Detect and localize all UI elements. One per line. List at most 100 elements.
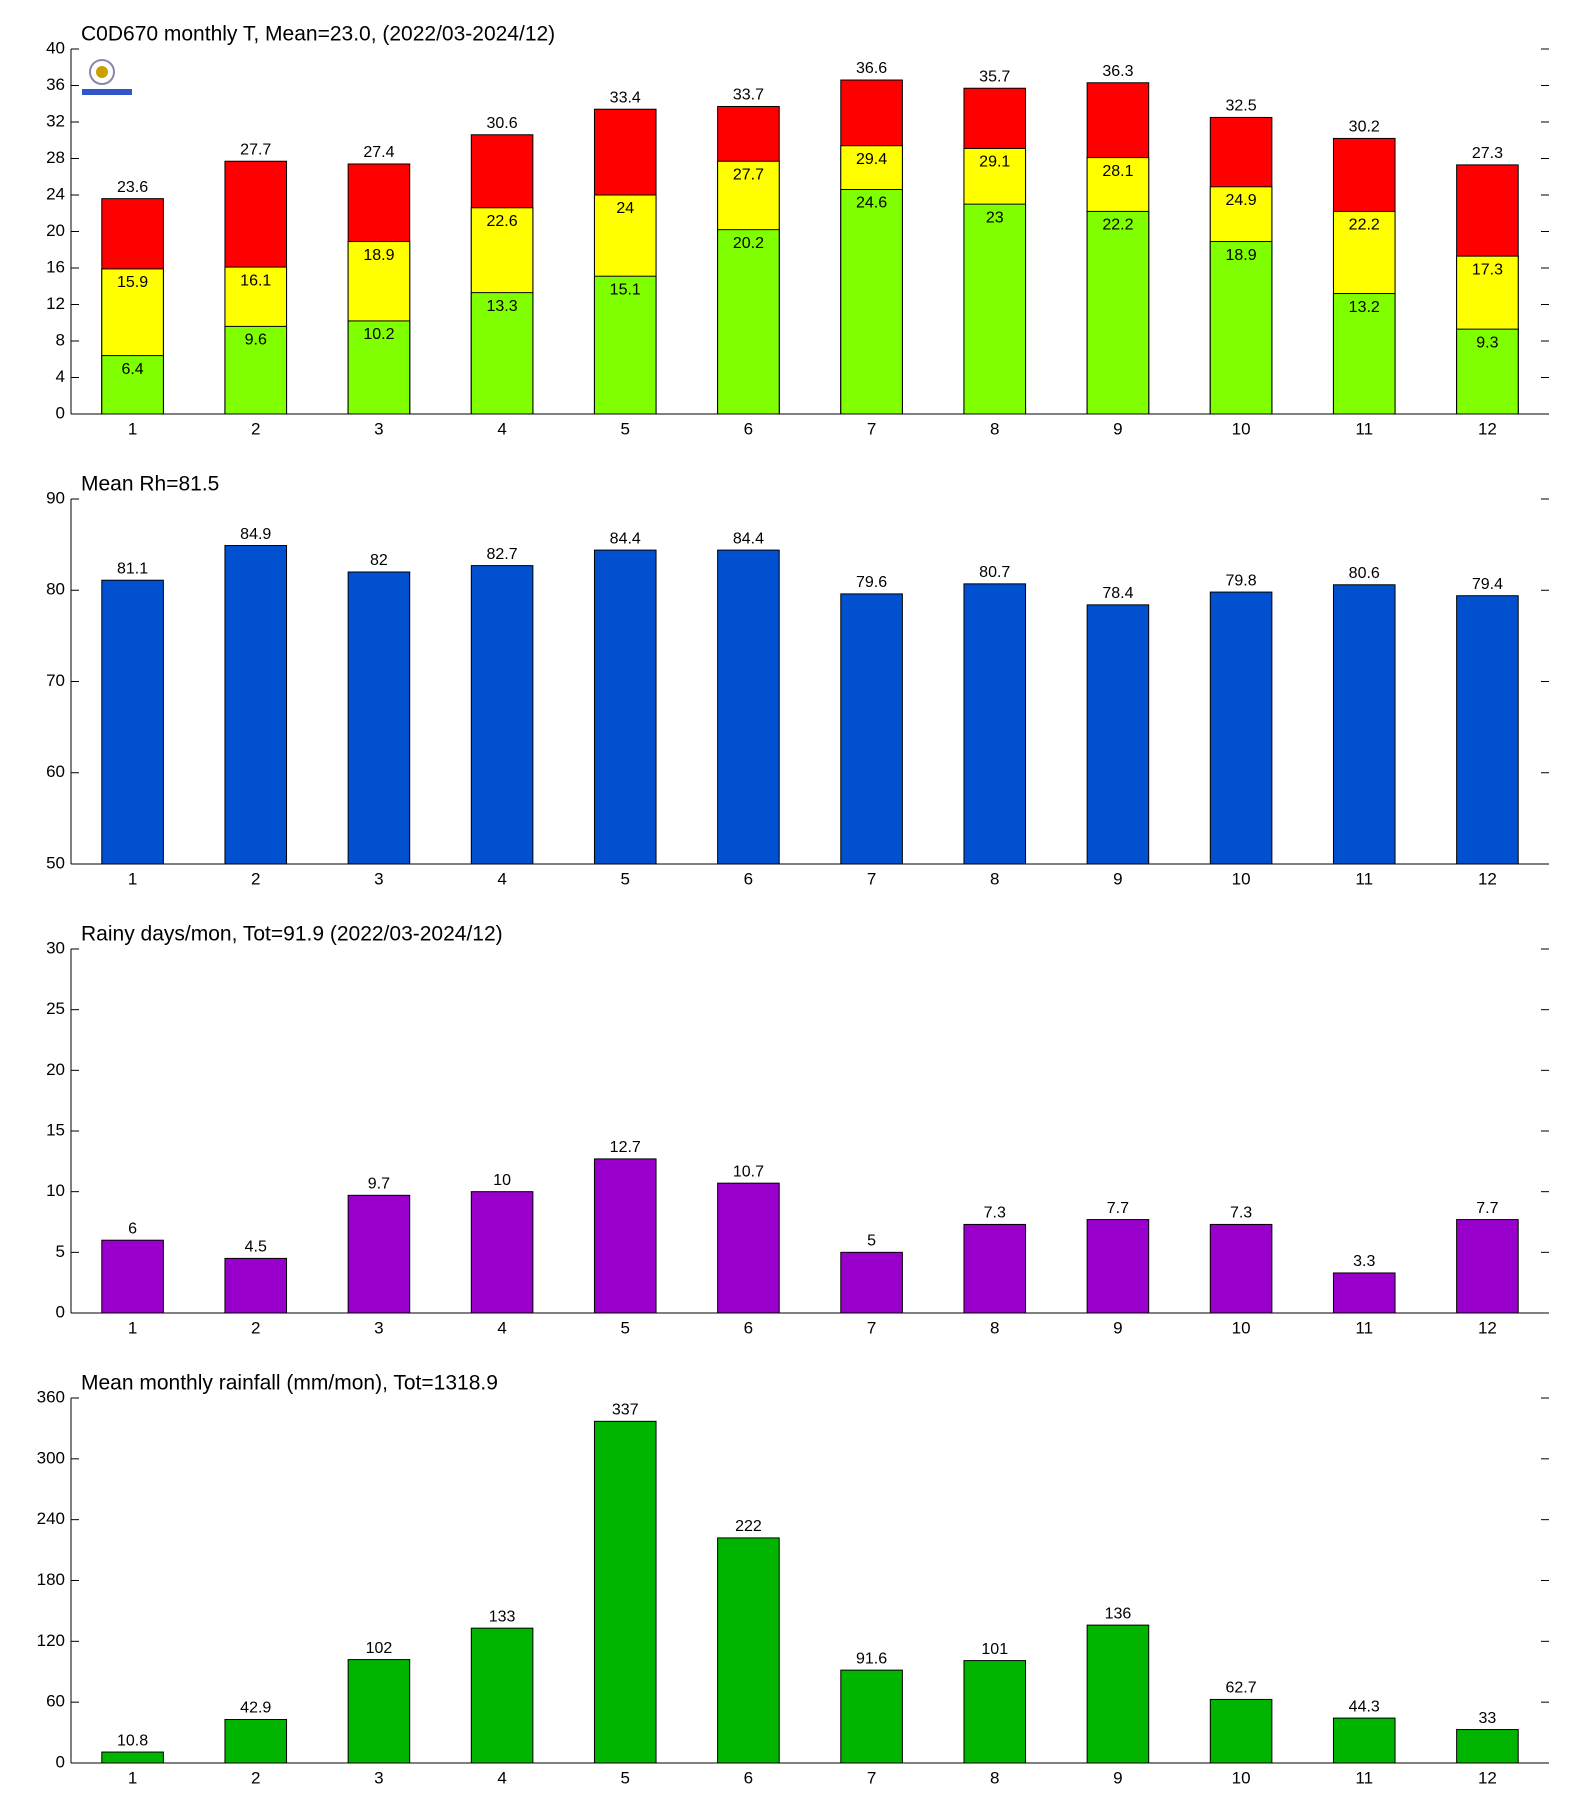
y-tick-label: 4 <box>56 367 65 386</box>
bar <box>224 545 288 865</box>
value-label: 79.6 <box>856 574 887 591</box>
value-label: 12.7 <box>610 1139 641 1156</box>
x-tick-label: 6 <box>744 1768 753 1787</box>
value-label: 22.2 <box>1102 217 1133 234</box>
chart-title: Mean monthly rainfall (mm/mon), Tot=1318… <box>81 1372 498 1395</box>
bar <box>1332 1717 1396 1764</box>
bar <box>470 565 534 865</box>
x-tick-label: 12 <box>1478 869 1497 888</box>
x-tick-label: 1 <box>128 869 137 888</box>
value-label: 17.3 <box>1472 261 1503 278</box>
bar <box>963 1660 1027 1764</box>
x-tick-label: 8 <box>990 419 999 438</box>
value-label: 222 <box>735 1518 762 1535</box>
bar <box>1209 241 1273 415</box>
value-label: 28.1 <box>1102 163 1133 180</box>
value-label: 80.6 <box>1349 565 1380 582</box>
value-label: 102 <box>366 1640 393 1657</box>
x-tick-label: 4 <box>497 1318 506 1337</box>
x-tick-label: 1 <box>128 1768 137 1787</box>
value-label: 29.1 <box>979 154 1010 171</box>
bar <box>1086 1624 1150 1764</box>
x-tick-label: 10 <box>1232 869 1251 888</box>
bar <box>1209 1698 1273 1764</box>
bar <box>1456 328 1519 415</box>
value-label: 24.9 <box>1226 192 1257 209</box>
value-label: 3.3 <box>1353 1253 1375 1270</box>
y-tick-label: 25 <box>46 999 65 1018</box>
value-label: 133 <box>489 1608 516 1625</box>
x-tick-label: 4 <box>497 1768 506 1787</box>
y-tick-label: 0 <box>56 1752 65 1771</box>
chart-title: Mean Rh=81.5 <box>81 473 219 496</box>
bar <box>101 579 164 865</box>
x-tick-label: 4 <box>497 869 506 888</box>
y-tick-label: 0 <box>56 403 65 422</box>
x-tick-label: 2 <box>251 869 260 888</box>
y-tick-label: 36 <box>46 75 65 94</box>
value-label: 84.4 <box>733 530 764 547</box>
y-tick-label: 40 <box>46 38 65 57</box>
value-label: 36.6 <box>856 60 887 77</box>
value-label: 32.5 <box>1226 98 1257 115</box>
value-label: 15.1 <box>610 281 641 298</box>
value-label: 13.3 <box>487 298 518 315</box>
value-label: 6.4 <box>121 361 143 378</box>
x-tick-label: 3 <box>374 869 383 888</box>
x-tick-label: 5 <box>621 1318 630 1337</box>
bar <box>347 1194 411 1314</box>
x-tick-label: 10 <box>1232 419 1251 438</box>
y-tick-label: 60 <box>46 1692 65 1711</box>
bar <box>717 1537 780 1764</box>
bar <box>470 1191 534 1314</box>
chart-title: Rainy days/mon, Tot=91.9 (2022/03-2024/1… <box>81 923 503 946</box>
x-tick-label: 4 <box>497 419 506 438</box>
bar <box>1086 1219 1150 1314</box>
y-tick-label: 20 <box>46 1060 65 1079</box>
x-tick-label: 8 <box>990 869 999 888</box>
bar <box>963 583 1027 865</box>
y-tick-label: 70 <box>46 671 65 690</box>
x-tick-label: 2 <box>251 1768 260 1787</box>
bar <box>224 1719 288 1764</box>
value-label: 9.7 <box>368 1176 390 1193</box>
value-label: 27.7 <box>733 166 764 183</box>
value-label: 101 <box>981 1641 1008 1658</box>
y-tick-label: 8 <box>56 330 65 349</box>
bar <box>224 1257 288 1314</box>
x-tick-label: 11 <box>1355 419 1373 438</box>
x-tick-label: 2 <box>251 419 260 438</box>
value-label: 84.9 <box>240 526 271 543</box>
y-tick-label: 360 <box>37 1387 65 1406</box>
bar <box>717 549 780 865</box>
x-tick-label: 7 <box>867 419 876 438</box>
value-label: 24 <box>616 200 634 217</box>
value-label: 30.2 <box>1349 119 1380 136</box>
x-tick-label: 1 <box>128 1318 137 1337</box>
value-label: 15.9 <box>117 274 148 291</box>
value-label: 33.7 <box>733 87 764 104</box>
y-tick-label: 240 <box>37 1509 65 1528</box>
bar <box>1456 1729 1519 1764</box>
bar <box>347 320 411 415</box>
x-tick-label: 3 <box>374 419 383 438</box>
value-label: 79.4 <box>1472 576 1503 593</box>
value-label: 29.4 <box>856 151 887 168</box>
value-label: 81.1 <box>117 560 148 577</box>
y-tick-label: 60 <box>46 762 65 781</box>
value-label: 6 <box>128 1220 137 1237</box>
bar <box>717 1182 780 1314</box>
value-label: 33 <box>1479 1710 1497 1727</box>
value-label: 13.2 <box>1349 299 1380 316</box>
value-label: 23 <box>986 209 1004 226</box>
value-label: 36.3 <box>1102 63 1133 80</box>
bar <box>717 229 780 415</box>
value-label: 7.7 <box>1107 1200 1129 1217</box>
y-tick-label: 120 <box>37 1631 65 1650</box>
x-tick-label: 9 <box>1113 419 1122 438</box>
value-label: 62.7 <box>1226 1680 1257 1697</box>
x-tick-label: 10 <box>1232 1318 1251 1337</box>
value-label: 42.9 <box>240 1700 271 1717</box>
value-label: 337 <box>612 1402 639 1419</box>
bar <box>1086 604 1150 865</box>
